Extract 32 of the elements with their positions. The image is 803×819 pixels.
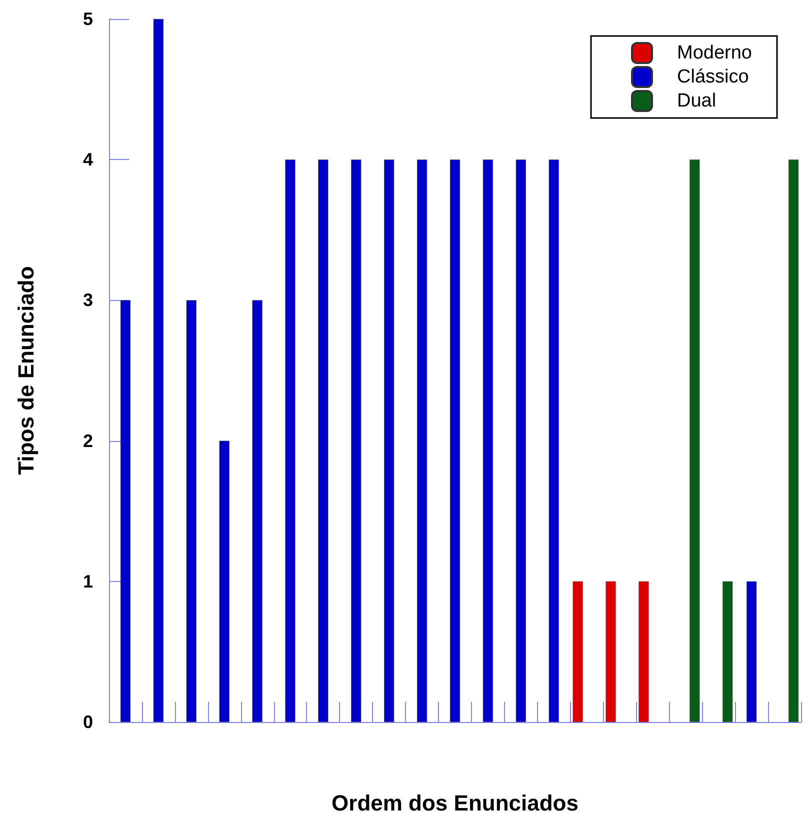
- legend-label: Clássico: [677, 66, 749, 88]
- bar: [384, 160, 394, 722]
- bar: [186, 300, 196, 722]
- bar: [252, 300, 262, 722]
- bar: [690, 160, 700, 722]
- bar: [450, 160, 460, 722]
- bar: [153, 19, 164, 722]
- bar: [120, 300, 130, 722]
- y-tick-label: 1: [82, 571, 93, 592]
- bar: [318, 160, 328, 722]
- bar: [548, 160, 559, 722]
- y-tick-label: 0: [82, 712, 93, 732]
- bar: [285, 160, 296, 722]
- y-tick-label: 2: [82, 430, 93, 451]
- bar: [572, 581, 583, 722]
- bar: [482, 160, 493, 722]
- bar: [417, 160, 428, 722]
- x-axis-title: Ordem dos Enunciados: [332, 790, 578, 816]
- y-tick-label: 4: [82, 150, 93, 170]
- bar: [746, 581, 757, 722]
- bar: [606, 581, 616, 722]
- bar: [219, 440, 230, 722]
- y-tick-label: 5: [82, 9, 93, 29]
- bar: [638, 581, 649, 722]
- bar: [516, 160, 526, 722]
- bar: [351, 160, 362, 722]
- legend-label: Moderno: [677, 42, 752, 64]
- legend-label: Dual: [677, 90, 716, 112]
- bar: [788, 160, 799, 722]
- bar: [722, 581, 733, 722]
- y-tick-label: 3: [82, 290, 93, 310]
- y-axis-title: Tipos de Enunciado: [14, 266, 38, 475]
